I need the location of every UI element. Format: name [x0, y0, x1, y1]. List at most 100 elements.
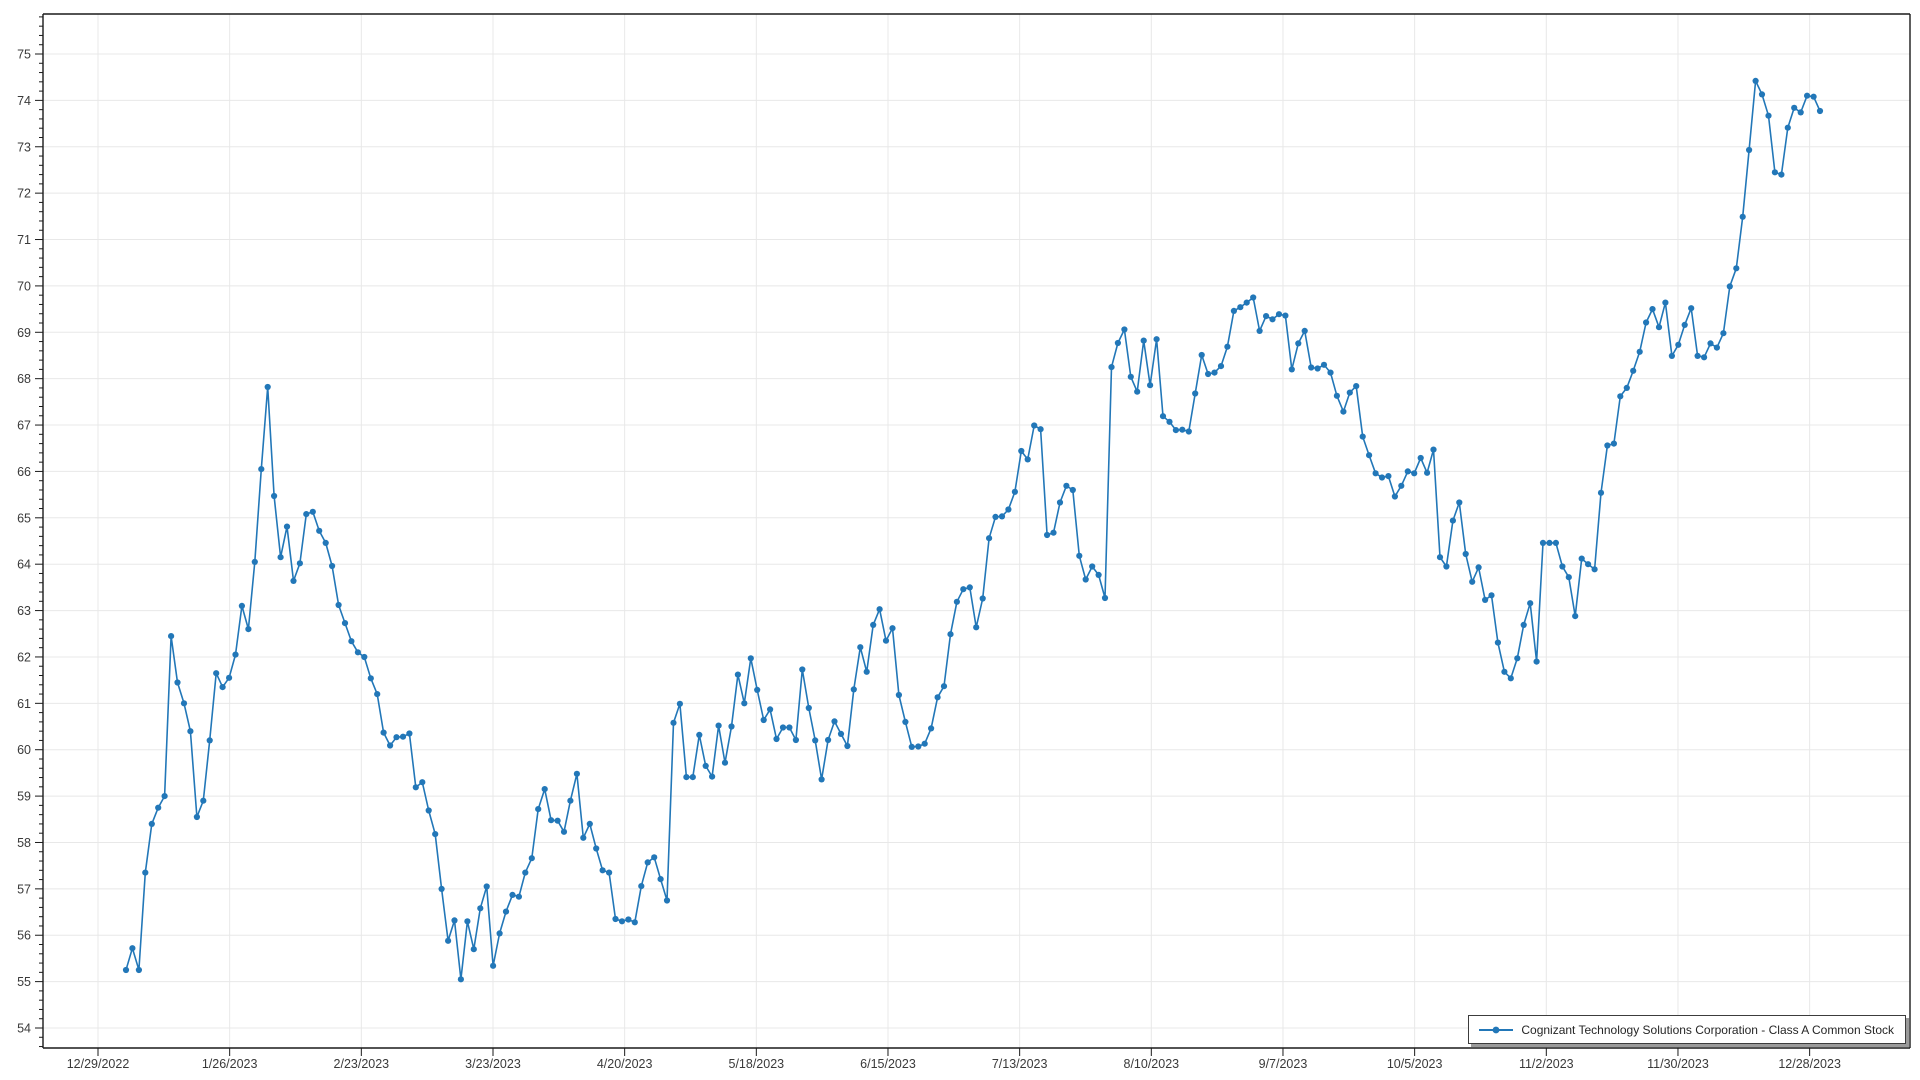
data-point-marker	[1482, 596, 1489, 604]
data-point-marker	[1346, 389, 1353, 396]
data-point-marker	[1056, 499, 1064, 506]
y-tick-label: 55	[17, 975, 31, 989]
y-tick-label: 62	[17, 650, 31, 664]
data-point-marker	[1707, 340, 1714, 347]
y-tick-label: 56	[17, 929, 31, 943]
series-cognizant	[125, 80, 1821, 981]
data-point-marker	[831, 718, 838, 725]
data-point-marker	[135, 966, 142, 974]
y-tick-label: 54	[17, 1022, 31, 1036]
data-point-marker	[599, 867, 606, 874]
data-point-marker	[1765, 112, 1772, 119]
data-point-marker	[986, 535, 993, 542]
y-tick-label: 59	[17, 790, 31, 804]
data-point-marker	[606, 869, 613, 876]
x-tick-label: 11/30/2023	[1647, 1057, 1709, 1071]
x-tick-label: 10/5/2023	[1387, 1057, 1443, 1071]
data-point-marker	[1037, 426, 1044, 433]
data-point-marker	[960, 586, 967, 593]
data-point-marker	[1771, 169, 1778, 176]
data-point-marker	[367, 675, 374, 682]
data-point-marker	[309, 508, 316, 515]
data-point-marker	[296, 560, 303, 567]
data-point-marker	[283, 523, 291, 530]
data-point-marker	[1546, 539, 1553, 547]
y-tick-label: 69	[17, 326, 31, 340]
data-point-marker	[1514, 655, 1521, 662]
data-point-marker	[934, 694, 941, 701]
data-point-marker	[992, 513, 999, 521]
data-point-marker	[1179, 426, 1186, 433]
data-point-marker	[245, 626, 252, 633]
data-point-marker	[638, 883, 645, 890]
legend-line-marker-icon	[1478, 1025, 1514, 1035]
data-point-marker	[445, 937, 452, 944]
data-point-marker	[1804, 92, 1811, 99]
data-point-marker	[1604, 442, 1611, 449]
data-point-marker	[1501, 668, 1508, 675]
data-point-marker	[1114, 339, 1121, 347]
data-point-marker	[1159, 413, 1167, 420]
data-point-marker	[1739, 213, 1746, 220]
data-point-marker	[142, 869, 149, 876]
data-point-marker	[915, 743, 922, 750]
data-point-marker	[1668, 352, 1675, 359]
series-markers	[122, 77, 1824, 983]
data-point-marker	[1372, 470, 1379, 477]
data-point-marker	[1675, 341, 1682, 348]
data-point-marker	[1527, 600, 1534, 607]
x-gridlines	[97, 14, 1811, 1048]
y-tick-label: 65	[17, 511, 31, 525]
data-point-marker	[747, 655, 754, 662]
data-point-marker	[857, 644, 864, 651]
data-point-marker	[1069, 486, 1076, 494]
data-point-marker	[844, 742, 851, 750]
data-point-marker	[238, 602, 245, 610]
data-point-marker	[689, 774, 696, 781]
data-point-marker	[374, 691, 381, 698]
data-point-marker	[1572, 613, 1579, 620]
data-point-marker	[902, 718, 909, 726]
data-point-marker	[1494, 639, 1501, 646]
data-point-marker	[805, 704, 812, 712]
legend-series-label: Cognizant Technology Solutions Corporati…	[1521, 1022, 1894, 1037]
data-point-marker	[1681, 321, 1688, 328]
data-point-marker	[631, 919, 638, 926]
data-point-marker	[1301, 327, 1308, 334]
data-point-marker	[1733, 265, 1740, 272]
x-tick-label: 3/23/2023	[465, 1057, 521, 1071]
data-point-marker	[1810, 93, 1817, 100]
data-point-marker	[767, 706, 774, 713]
data-point-marker	[1655, 324, 1663, 331]
data-point-marker	[1520, 621, 1527, 629]
data-point-marker	[380, 729, 387, 736]
data-point-marker	[786, 724, 793, 731]
legend[interactable]: Cognizant Technology Solutions Corporati…	[1468, 1015, 1906, 1044]
data-point-marker	[734, 671, 742, 678]
data-point-marker	[348, 638, 355, 645]
data-point-marker	[541, 786, 548, 793]
data-point-marker	[1475, 564, 1482, 571]
data-point-marker	[264, 383, 271, 391]
data-point-marker	[928, 725, 935, 732]
data-point-marker	[947, 631, 954, 638]
data-point-marker	[187, 728, 194, 735]
data-point-marker	[1250, 294, 1257, 301]
data-point-marker	[258, 466, 265, 473]
data-point-marker	[721, 759, 729, 766]
data-point-marker	[470, 946, 477, 953]
data-point-marker	[644, 859, 651, 866]
data-point-marker	[1366, 452, 1373, 459]
data-point-marker	[1140, 337, 1147, 344]
y-tick-label: 64	[17, 558, 31, 572]
data-point-marker	[1011, 488, 1019, 495]
data-point-marker	[1082, 576, 1089, 583]
data-point-marker	[863, 668, 870, 675]
data-point-marker	[1044, 531, 1051, 539]
data-point-marker	[618, 918, 626, 925]
data-point-marker	[895, 691, 903, 699]
y-gridlines	[43, 53, 1910, 1029]
y-tick-label: 71	[17, 233, 31, 247]
data-point-marker	[1565, 574, 1572, 581]
